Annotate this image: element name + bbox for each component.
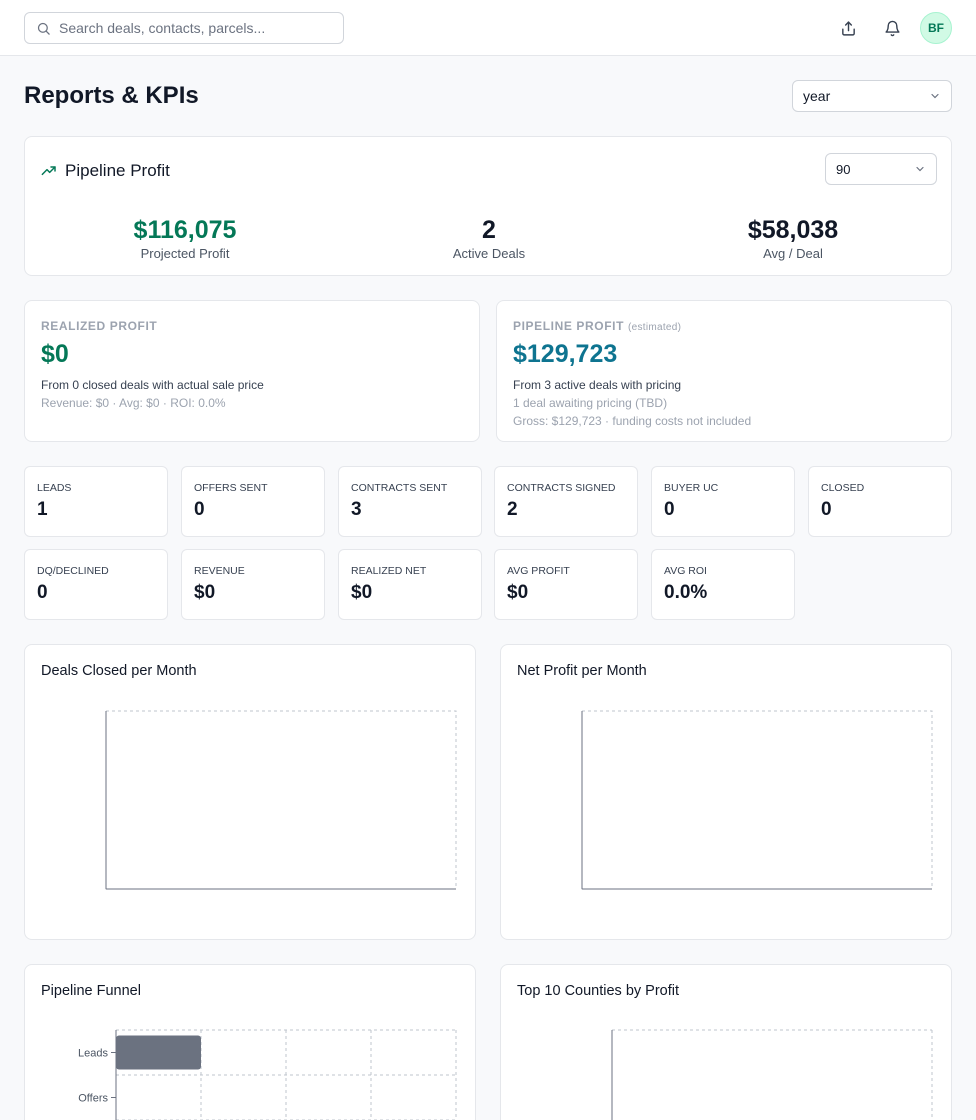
estimated-profit-card: PIPELINE PROFIT (estimated) $129,723 Fro… [496,300,952,442]
stat-label: AVG PROFIT [507,565,570,577]
stat-value: 0 [194,499,205,520]
plot-grid-frame [105,710,457,890]
export-button[interactable] [836,16,860,40]
stat-realized-net: REALIZED NET $0 [338,549,482,620]
chevron-down-icon [931,93,939,99]
search-box[interactable] [24,12,344,44]
stat-label: AVG ROI [664,565,707,577]
export-icon [841,20,855,36]
stat-offers-sent: OFFERS SENT 0 [181,466,325,537]
stat-value: $0 [351,582,373,603]
metric-value: 2 [482,216,496,244]
metric-value: $116,075 [133,216,237,244]
stat-avg-roi: AVG ROI 0.0% [651,549,795,620]
stat-value: $0 [507,582,529,603]
stat-leads: LEADS 1 [24,466,168,537]
estimated-note: (estimated) [627,322,682,333]
pipeline-profit-card: Pipeline Profit 90 $116,075 Projected Pr… [24,136,952,276]
projected-profit-metric: $116,075 Projected Profit [35,215,335,261]
stat-value: 1 [37,499,48,520]
notifications-button[interactable] [880,16,904,40]
chart-title: Pipeline Funnel [41,983,141,999]
search-input[interactable] [59,20,329,36]
y-tick-label: Offers [78,1093,108,1105]
search-icon [37,22,50,35]
stat-value: 3 [351,499,362,520]
pipeline-profit-title: Pipeline Profit [65,161,170,180]
stat-label: DQ/DECLINED [37,565,109,577]
period-select[interactable]: year [792,80,952,112]
estimated-profit-label: PIPELINE PROFIT (estimated) [513,319,935,333]
stat-contracts-sent: CONTRACTS SENT 3 [338,466,482,537]
y-tick-label: Leads [78,1048,108,1060]
avg-deal-metric: $58,038 Avg / Deal [643,215,943,261]
period-select-value: year [803,88,831,104]
pipeline-funnel-chart-card: Pipeline Funnel Leads Offers [24,964,476,1120]
stat-label: CONTRACTS SENT [351,482,448,494]
chevron-down-icon [916,166,924,172]
stat-buyer-uc: BUYER UC 0 [651,466,795,537]
stat-label: REVENUE [194,565,245,577]
stat-label: CLOSED [821,482,865,494]
stat-value: $0 [194,582,216,603]
top-counties-chart-card: Top 10 Counties by Profit [500,964,952,1120]
chart-title: Deals Closed per Month [41,663,197,679]
deals-closed-chart [105,710,457,890]
bell-icon [884,20,900,36]
stat-revenue: REVENUE $0 [181,549,325,620]
chart-title: Net Profit per Month [517,663,647,679]
net-profit-chart [581,710,933,890]
top-counties-chart [611,1029,933,1120]
stat-label: LEADS [37,482,72,494]
metric-value: $58,038 [747,216,839,244]
pipeline-funnel-chart: Leads Offers [78,1029,457,1120]
stat-value: 0 [664,499,675,520]
realized-profit-value: $0 [41,340,69,368]
estimated-awaiting-pricing: 1 deal awaiting pricing (TBD) [513,396,668,410]
metric-label: Projected Profit [140,246,230,261]
stat-label: REALIZED NET [351,565,427,577]
top-bar: BF [0,0,976,56]
estimated-gross: Gross: $129,723 · funding costs not incl… [513,414,752,428]
stat-label: BUYER UC [664,482,719,494]
stat-label: CONTRACTS SIGNED [507,482,616,494]
stat-avg-profit: AVG PROFIT $0 [494,549,638,620]
net-profit-chart-card: Net Profit per Month [500,644,952,940]
days-select-value: 90 [836,161,851,177]
estimated-profit-label-text: PIPELINE PROFIT [513,319,625,333]
stat-value: 2 [507,499,518,520]
trending-up-icon [41,166,56,176]
deals-closed-chart-card: Deals Closed per Month [24,644,476,940]
days-select[interactable]: 90 [825,153,937,185]
stat-value: 0 [821,499,832,520]
avatar[interactable]: BF [920,12,952,44]
pipeline-profit-header: Pipeline Profit [41,161,170,181]
realized-profit-details: Revenue: $0 · Avg: $0 · ROI: 0.0% [41,396,226,410]
metric-label: Active Deals [452,246,526,261]
plot-grid-frame [581,710,933,890]
metric-label: Avg / Deal [763,246,823,261]
chart-title: Top 10 Counties by Profit [517,983,680,999]
estimated-profit-value: $129,723 [513,340,618,368]
estimated-profit-description: From 3 active deals with pricing [513,378,682,392]
stat-dq-declined: DQ/DECLINED 0 [24,549,168,620]
stat-value: 0.0% [664,582,708,603]
realized-profit-label: REALIZED PROFIT [41,319,158,333]
stat-value: 0 [37,582,48,603]
stat-closed: CLOSED 0 [808,466,952,537]
stat-label: OFFERS SENT [194,482,268,494]
funnel-bar [116,1035,201,1070]
page-title: Reports & KPIs [24,82,199,109]
active-deals-metric: 2 Active Deals [339,215,639,261]
stat-contracts-signed: CONTRACTS SIGNED 2 [494,466,638,537]
realized-profit-description: From 0 closed deals with actual sale pri… [41,378,264,392]
realized-profit-card: REALIZED PROFIT $0 From 0 closed deals w… [24,300,480,442]
